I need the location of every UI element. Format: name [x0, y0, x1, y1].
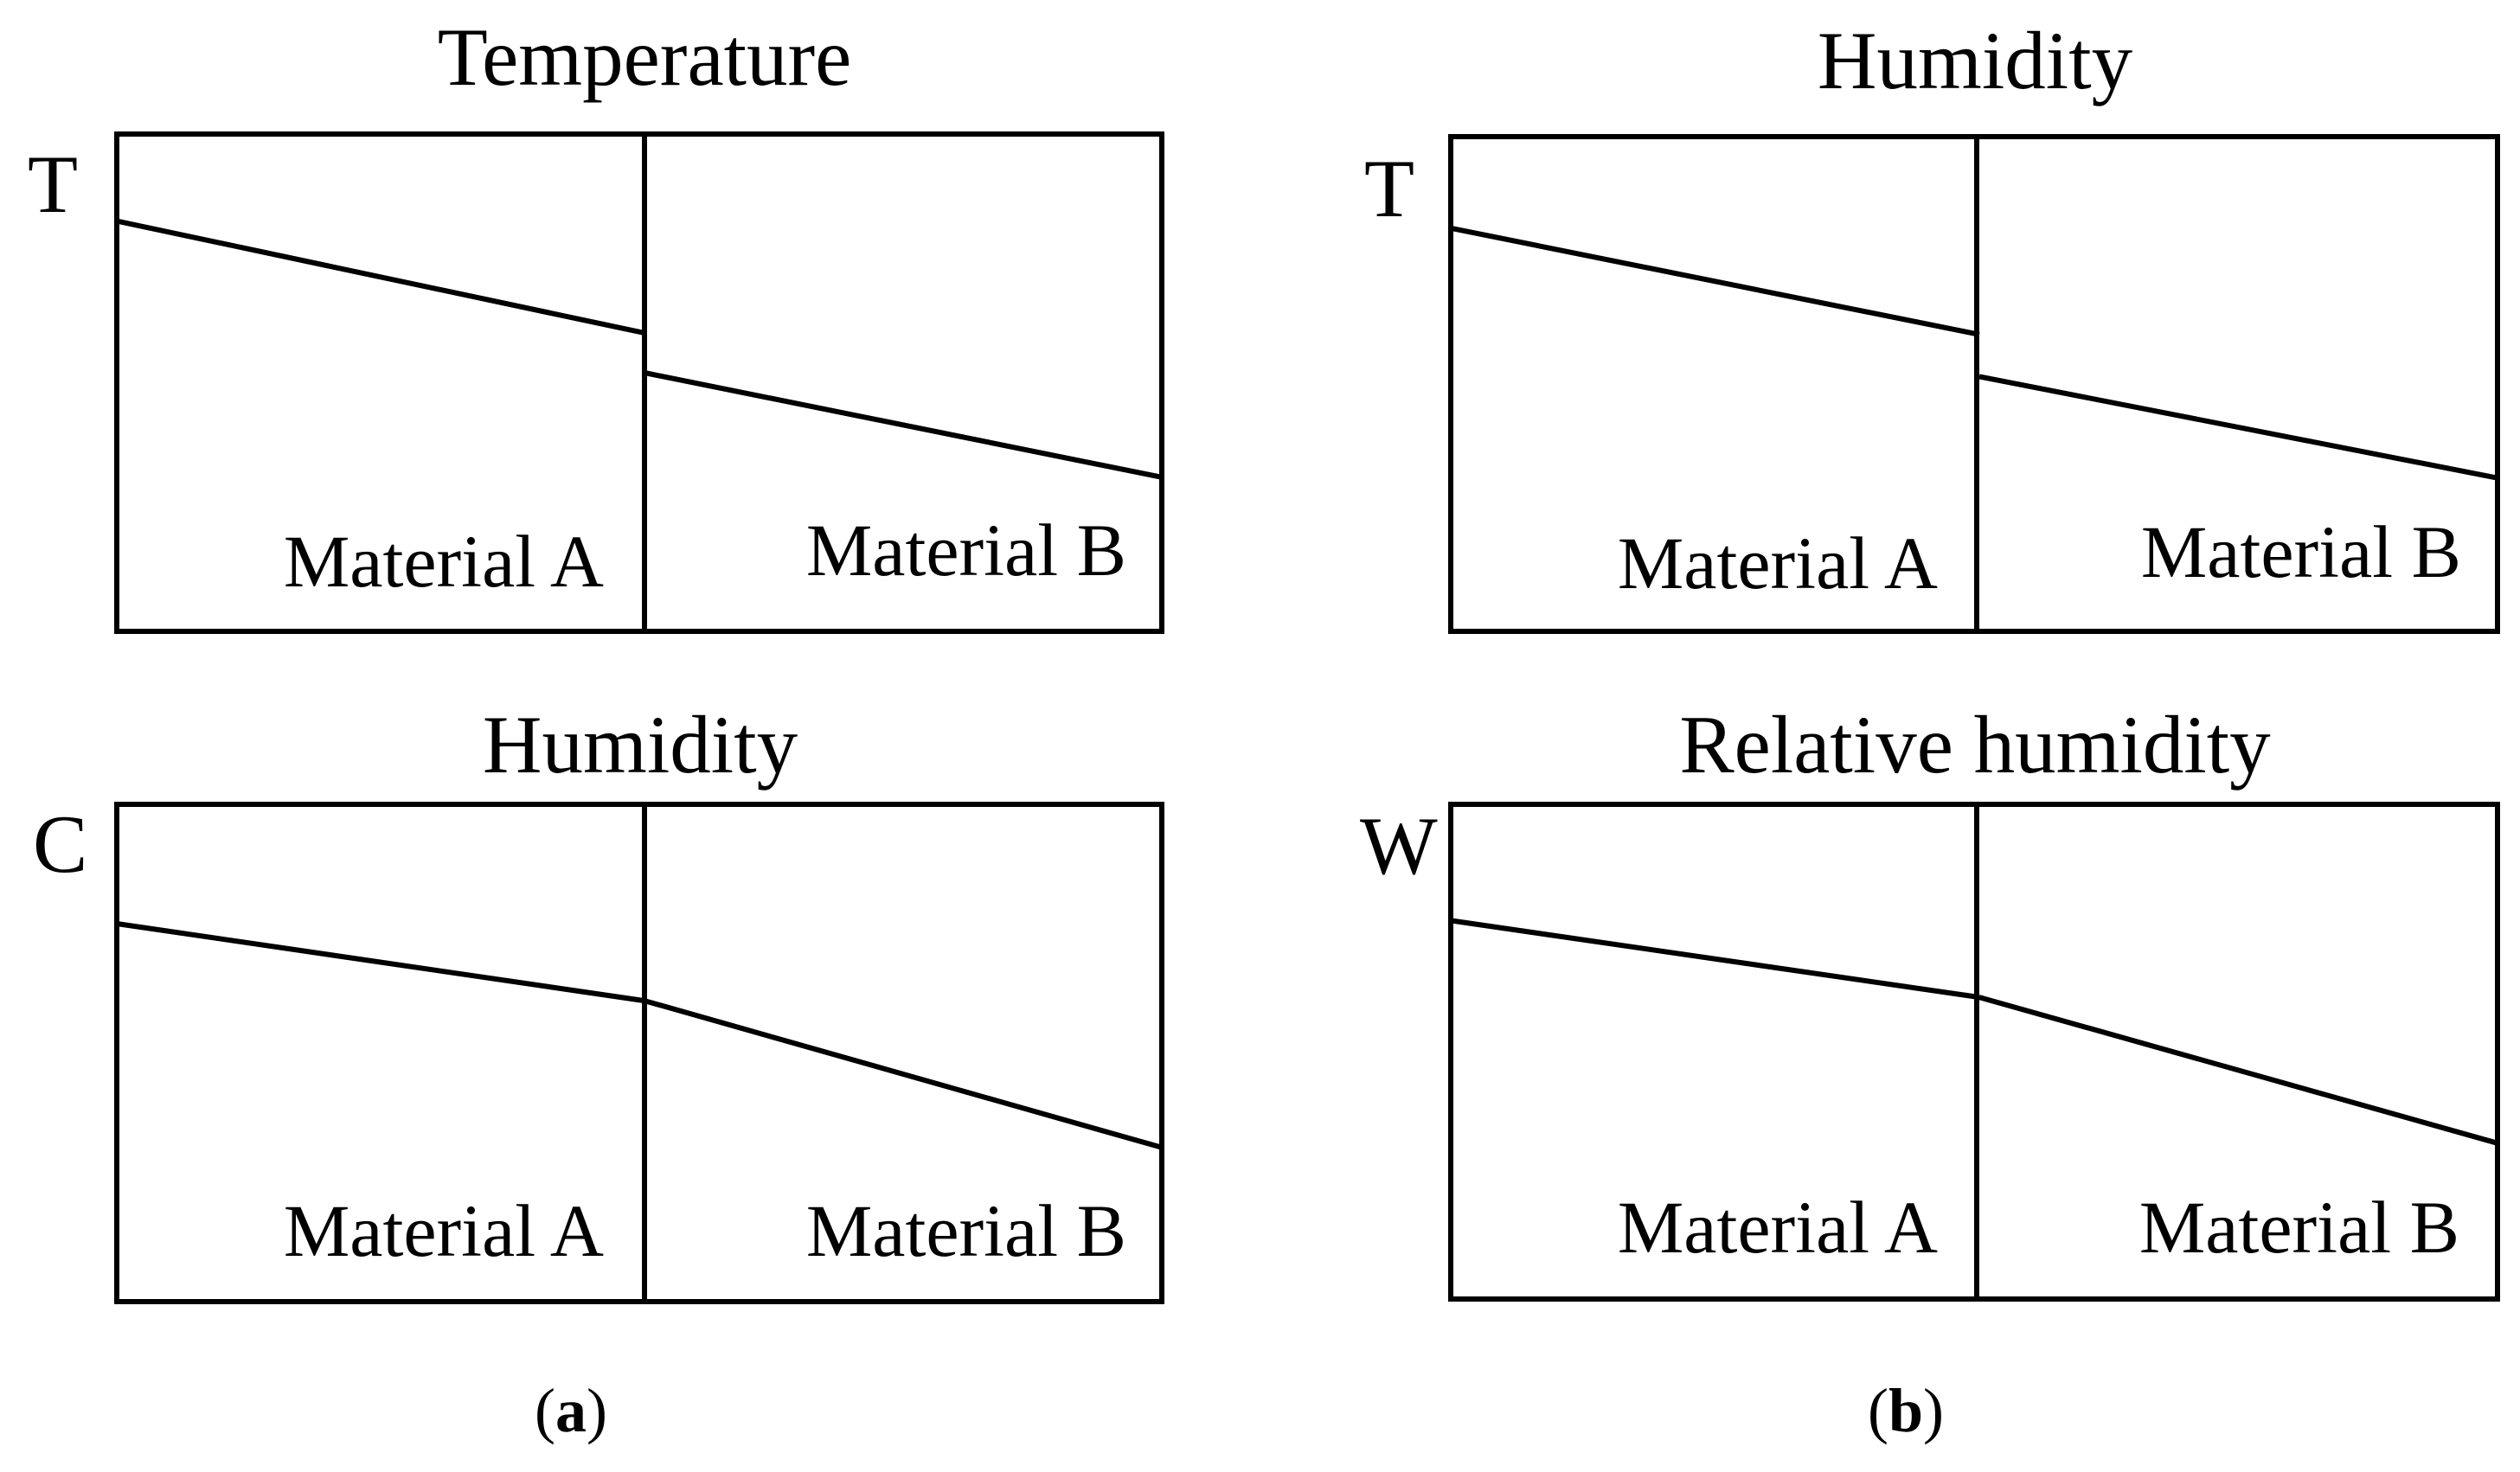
- caption-b: (b): [1868, 1376, 1944, 1445]
- material-a-label: Material A: [284, 1189, 604, 1272]
- panel-title: Humidity: [1818, 15, 2133, 106]
- caption-close-paren: ): [1923, 1376, 1944, 1445]
- panel-frame: [114, 131, 1164, 634]
- panel-title: Relative humidity: [1679, 699, 2271, 790]
- axis-label-w: W: [1360, 800, 1438, 892]
- profile-line-material-b: [1978, 374, 2498, 481]
- panel-frame: [114, 802, 1164, 1304]
- material-b-label: Material B: [2141, 510, 2461, 593]
- material-a-label: Material A: [1618, 1186, 1938, 1269]
- panel-title: Humidity: [483, 699, 798, 790]
- profile-line-material-a: [116, 921, 645, 1004]
- axis-label-t: T: [1364, 143, 1414, 234]
- profile-line-material-b: [1978, 995, 2498, 1146]
- material-b-label: Material B: [806, 509, 1126, 592]
- panel-humidity-a: Humidity C Material A Material B: [33, 699, 1164, 1304]
- profile-line-material-a: [116, 218, 645, 336]
- material-a-label: Material A: [284, 520, 604, 603]
- profile-line-material-a: [1450, 225, 1980, 337]
- panel-relative-humidity-b: Relative humidity W Material A Material …: [1360, 699, 2500, 1302]
- material-b-label: Material B: [2139, 1186, 2459, 1269]
- caption-a: (a): [535, 1376, 607, 1445]
- axis-label-c: C: [33, 798, 87, 890]
- panel-humidity-b: Humidity T Material A Material B: [1364, 15, 2500, 634]
- profile-line-material-a: [1450, 918, 1980, 1001]
- caption-open-paren: (: [1868, 1376, 1888, 1445]
- caption-letter: a: [555, 1376, 587, 1445]
- profile-line-material-b: [644, 370, 1163, 480]
- panel-temperature-a: Temperature T Material A Material B: [28, 11, 1164, 634]
- caption-open-paren: (: [535, 1376, 555, 1445]
- material-a-label: Material A: [1618, 522, 1938, 605]
- caption-close-paren: ): [587, 1376, 607, 1445]
- panel-title: Temperature: [438, 11, 852, 103]
- axis-label-t: T: [28, 138, 78, 230]
- material-b-label: Material B: [806, 1189, 1126, 1272]
- profile-line-material-b: [644, 998, 1163, 1150]
- caption-letter: b: [1888, 1376, 1923, 1445]
